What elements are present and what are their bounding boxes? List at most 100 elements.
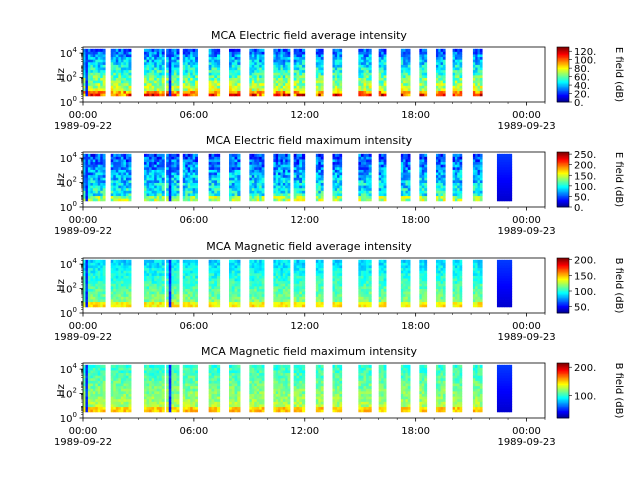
spectrogram-cell [403,185,406,189]
spectrogram-cell [332,166,336,170]
spectrogram-cell [156,296,160,300]
spectrogram-cell [125,179,129,183]
spectrogram-cell [254,299,258,303]
spectrogram-cell [113,56,117,60]
spectrogram-cell [424,85,428,89]
spectrogram-cell [185,159,189,163]
spectrogram-cell [472,54,476,58]
spectrogram-cell [216,56,221,60]
spectrogram-cell [440,51,444,55]
spectrogram-cell [195,299,198,303]
spectrogram-cell [301,280,306,284]
spectrogram-cell [296,69,300,73]
spectrogram-cell [299,77,303,81]
spectrogram-cell [259,190,263,194]
spectrogram-cell [182,177,186,181]
spectrogram-cell [280,156,284,160]
spectrogram-cell [293,169,297,173]
spectrogram-cell [154,56,158,60]
spectrogram-cell [100,85,104,89]
spectrogram-cell [182,270,186,274]
spectrogram-cell [249,267,253,271]
spectrogram-cell [273,262,277,266]
spectrogram-cell [419,177,423,181]
spectrogram-cell [166,56,170,60]
colorbar-swatch [557,59,569,62]
spectrogram-cell [90,296,94,300]
spectrogram-cell [318,61,322,65]
spectrogram-cell [234,190,238,194]
spectrogram-cell [237,82,241,86]
x-tick-label: 00:00 [69,110,98,121]
spectrogram-cell [113,285,117,289]
spectrogram-cell [176,190,180,194]
spectrogram-cell [143,299,147,303]
spectrogram-cell [442,169,446,173]
spectrogram-cell [118,293,122,297]
spectrogram-cell [261,179,265,183]
spectrogram-cell [192,166,196,170]
spectrogram-cell [187,285,191,289]
spectrogram-cell [496,156,500,160]
spectrogram-cell [332,190,336,194]
spectrogram-cell [182,72,186,76]
spectrogram-cell [285,288,288,292]
y-tick-label: 100 [60,95,77,109]
spectrogram-cell [176,56,180,60]
spectrogram-cell [293,159,297,163]
spectrogram-cell [195,275,198,279]
spectrogram-cell [405,169,409,173]
colorbar-swatch [557,100,569,103]
spectrogram-cell [171,169,175,173]
spectrogram-cell [332,61,336,65]
spectrogram-cell [151,169,155,173]
spectrogram-cell [400,169,404,173]
spectrogram-cell [192,85,196,89]
spectrogram-cell [128,161,132,165]
spectrogram-cell [192,280,196,284]
spectrogram-cell [421,77,425,81]
spectrogram-cell [154,85,158,89]
spectrogram-cell [182,278,186,282]
spectrogram-cell [102,272,106,276]
spectrogram-cell [123,195,127,199]
spectrogram-cell [171,296,175,300]
spectrogram-cell [120,182,124,186]
spectrogram-cell [182,288,186,292]
spectrogram-cell [293,193,297,197]
spectrogram-cell [187,195,191,199]
spectrogram-cell [90,56,94,60]
spectrogram-cell [285,185,288,189]
spectrogram-cell [275,80,279,84]
spectrogram-cell [149,267,153,271]
spectrogram-cell [90,285,94,289]
spectrogram-cell [211,262,215,266]
spectrogram-cell [168,93,172,97]
spectrogram-cell [159,296,163,300]
spectrogram-cell [211,301,215,305]
spectrogram-cell [358,64,362,68]
spectrogram-cell [358,82,362,86]
spectrogram-cell [318,304,322,308]
spectrogram-cell [90,51,94,55]
spectrogram-cell [115,93,119,97]
spectrogram-cell [479,69,483,73]
spectrogram-cell [381,51,384,55]
spectrogram-cell [440,169,444,173]
spectrogram-cell [278,64,281,68]
spectrogram-cell [256,164,260,168]
spectrogram-cell [123,74,127,78]
spectrogram-cell [87,67,91,71]
spectrogram-cell [214,293,218,297]
spectrogram-cell [499,166,503,170]
spectrogram-cell [334,85,338,89]
spectrogram-cell [368,80,372,84]
spectrogram-cell [123,51,127,55]
spectrogram-cell [166,177,170,181]
spectrogram-cell [318,85,322,89]
spectrogram-cell [216,48,221,52]
spectrogram-cell [176,90,180,94]
spectrogram-cell [407,67,411,71]
spectrogram-cell [421,182,425,186]
spectrogram-cell [123,69,127,73]
